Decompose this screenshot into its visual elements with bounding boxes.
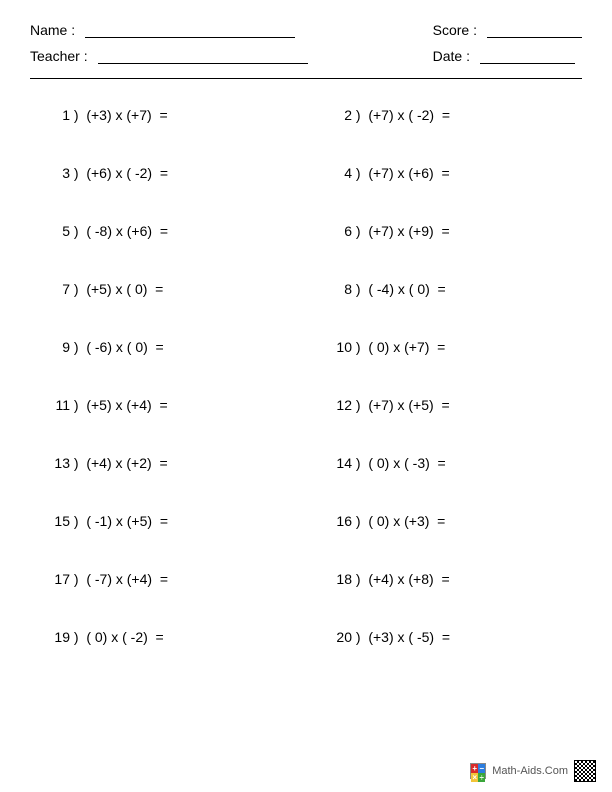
problem-number: 18 [326,571,352,587]
problem-number: 8 [326,281,352,297]
teacher-field: Teacher : [30,48,308,64]
date-field: Date : [433,48,582,64]
problem-row: 14 ) ( 0) x ( -3) = [326,455,568,471]
problem-number: 16 [326,513,352,529]
problem-expression: ) ( -6) x ( 0) = [70,339,164,355]
problem-expression: ) (+5) x (+4) = [70,397,168,413]
problem-number: 3 [44,165,70,181]
problem-expression: ) (+7) x (+5) = [352,397,450,413]
name-blank[interactable] [85,37,295,38]
header: Name : Teacher : Score : Date : [30,22,582,64]
problem-number: 9 [44,339,70,355]
problem-expression: ) ( 0) x (+3) = [352,513,445,529]
problem-row: 10 ) ( 0) x (+7) = [326,339,568,355]
problem-expression: ) ( -8) x (+6) = [70,223,168,239]
problem-row: 13 ) (+4) x (+2) = [44,455,286,471]
teacher-label: Teacher : [30,48,88,64]
problem-expression: ) ( 0) x (+7) = [352,339,445,355]
problem-expression: ) (+6) x ( -2) = [70,165,168,181]
logo-quadrant: + [471,764,478,773]
logo-quadrant: − [478,764,485,773]
problem-expression: ) ( -7) x (+4) = [70,571,168,587]
date-label: Date : [433,48,470,64]
problem-number: 4 [326,165,352,181]
problem-expression: ) (+7) x (+6) = [352,165,450,181]
problem-expression: ) ( 0) x ( -2) = [70,629,164,645]
problem-number: 10 [326,339,352,355]
problem-row: 1 ) (+3) x (+7) = [44,107,286,123]
problem-expression: ) (+3) x ( -5) = [352,629,450,645]
problem-number: 14 [326,455,352,471]
teacher-blank[interactable] [98,63,308,64]
problem-row: 8 ) ( -4) x ( 0) = [326,281,568,297]
score-blank[interactable] [487,37,582,38]
problem-row: 19 ) ( 0) x ( -2) = [44,629,286,645]
problem-number: 20 [326,629,352,645]
logo-quadrant: × [471,773,478,782]
problem-expression: ) ( -1) x (+5) = [70,513,168,529]
problems-grid: 1 ) (+3) x (+7) = 2 ) (+7) x ( -2) = 3 ) (… [30,107,582,645]
problem-row: 9 ) ( -6) x ( 0) = [44,339,286,355]
site-logo-icon: +−×÷ [470,763,486,779]
problem-row: 3 ) (+6) x ( -2) = [44,165,286,181]
problem-number: 19 [44,629,70,645]
site-name: Math-Aids.Com [492,765,568,777]
problem-expression: ) (+5) x ( 0) = [70,281,163,297]
problem-expression: ) ( 0) x ( -3) = [352,455,446,471]
problem-number: 17 [44,571,70,587]
score-field: Score : [433,22,582,38]
problem-row: 2 ) (+7) x ( -2) = [326,107,568,123]
problem-row: 18 ) (+4) x (+8) = [326,571,568,587]
problem-number: 13 [44,455,70,471]
header-left: Name : Teacher : [30,22,308,64]
problem-row: 17 ) ( -7) x (+4) = [44,571,286,587]
problem-expression: ) (+7) x (+9) = [352,223,450,239]
problem-row: 4 ) (+7) x (+6) = [326,165,568,181]
problem-expression: ) (+4) x (+8) = [352,571,450,587]
header-right: Score : Date : [433,22,582,64]
problem-row: 11 ) (+5) x (+4) = [44,397,286,413]
score-label: Score : [433,22,477,38]
name-field: Name : [30,22,308,38]
problem-number: 1 [44,107,70,123]
header-rule [30,78,582,79]
problem-row: 15 ) ( -1) x (+5) = [44,513,286,529]
problem-row: 20 ) (+3) x ( -5) = [326,629,568,645]
qr-code-icon [574,760,596,782]
problem-number: 6 [326,223,352,239]
problem-number: 12 [326,397,352,413]
problem-row: 12 ) (+7) x (+5) = [326,397,568,413]
footer: +−×÷ Math-Aids.Com [470,760,596,782]
problem-row: 5 ) ( -8) x (+6) = [44,223,286,239]
problem-number: 5 [44,223,70,239]
problem-expression: ) (+4) x (+2) = [70,455,168,471]
problem-row: 7 ) (+5) x ( 0) = [44,281,286,297]
problem-expression: ) ( -4) x ( 0) = [352,281,446,297]
problem-row: 16 ) ( 0) x (+3) = [326,513,568,529]
problem-expression: ) (+3) x (+7) = [70,107,168,123]
problem-number: 11 [44,397,70,413]
logo-quadrant: ÷ [478,773,485,782]
name-label: Name : [30,22,75,38]
problem-expression: ) (+7) x ( -2) = [352,107,450,123]
problem-number: 2 [326,107,352,123]
problem-number: 7 [44,281,70,297]
worksheet-page: Name : Teacher : Score : Date : 1 ) (+3)… [0,0,612,645]
problem-number: 15 [44,513,70,529]
date-blank[interactable] [480,63,575,64]
problem-row: 6 ) (+7) x (+9) = [326,223,568,239]
